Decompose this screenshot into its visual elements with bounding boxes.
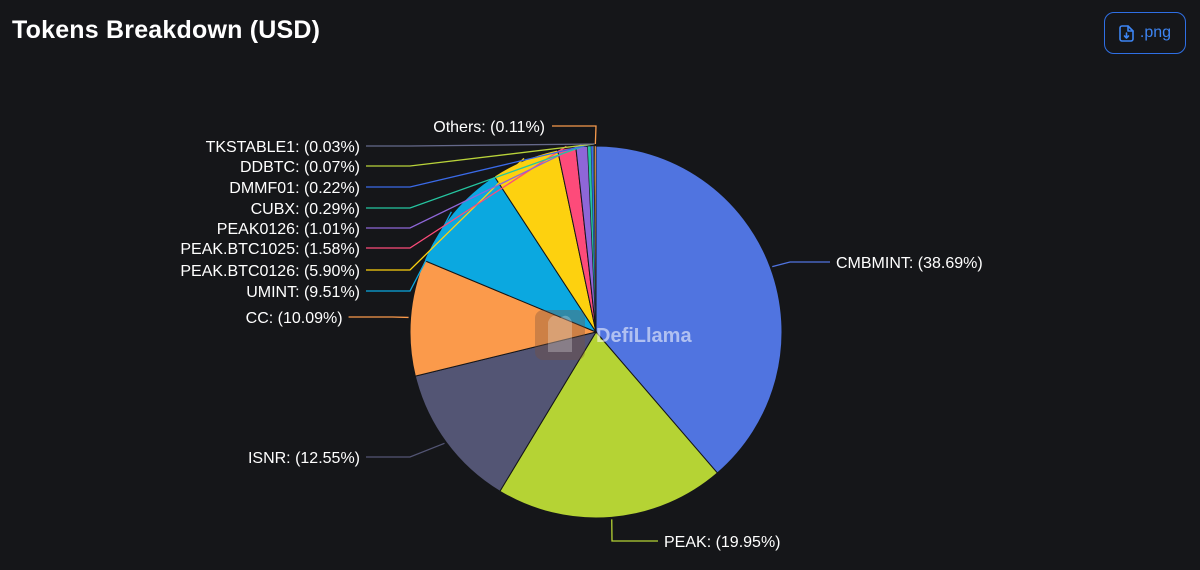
pie-slice-isnr[interactable] [414,331,598,492]
slice-label-peak: PEAK: (19.95%) [664,534,781,551]
leader-line-peak [611,519,658,542]
slice-label-isnr: ISNR: (12.55%) [248,450,360,467]
slice-label-others: Others: (0.11%) [433,119,545,136]
leader-line-cubx [366,143,590,209]
download-png-button[interactable]: .png [1104,12,1186,54]
leader-line-dmmf01 [366,143,593,188]
slice-label-cubx: CUBX: (0.29%) [251,201,360,218]
leader-line-peak-btc1025 [366,145,567,249]
pie-slice-cmbmint[interactable] [595,145,783,474]
leader-line-ddbtc [366,143,595,167]
pie-slice-cc[interactable] [409,259,598,377]
slice-label-cc: CC: (10.09%) [246,310,343,327]
slice-label-peak-btc0126: PEAK.BTC0126: (5.90%) [180,263,360,280]
leader-line-umint [366,211,452,292]
leader-line-peak0126 [366,143,582,229]
leader-line-tkstable1 [366,143,595,147]
leader-line-peak-btc0126 [366,157,525,271]
download-png-label: .png [1139,24,1172,41]
pie-labels: CMBMINT: (38.69%) PEAK: (19.95%) ISNR: (12… [180,119,982,551]
slice-label-tkstable1: TKSTABLE1: (0.03%) [206,139,360,156]
slice-label-cmbmint: CMBMINT: (38.69%) [836,255,983,272]
leader-line-others [552,125,597,145]
slice-label-ddbtc: DDBTC: (0.07%) [240,159,360,176]
download-file-icon [1119,24,1134,42]
slice-label-peak-btc1025: PEAK.BTC1025: (1.58%) [180,241,360,258]
slice-label-peak0126: PEAK0126: (1.01%) [217,221,360,238]
chart-title: Tokens Breakdown (USD) [12,16,321,44]
slice-label-umint: UMINT: (9.51%) [246,284,360,301]
pie-slices [409,145,783,519]
defillama-watermark: DefiLlama [535,310,692,360]
watermark-text: DefiLlama [596,325,692,347]
pie-slice-peak[interactable] [499,331,719,519]
slice-label-dmmf01: DMMF01: (0.22%) [229,180,360,197]
pie-slice-others[interactable] [594,145,597,333]
leader-line-isnr [366,442,445,458]
leader-line-cmbmint [772,261,830,268]
